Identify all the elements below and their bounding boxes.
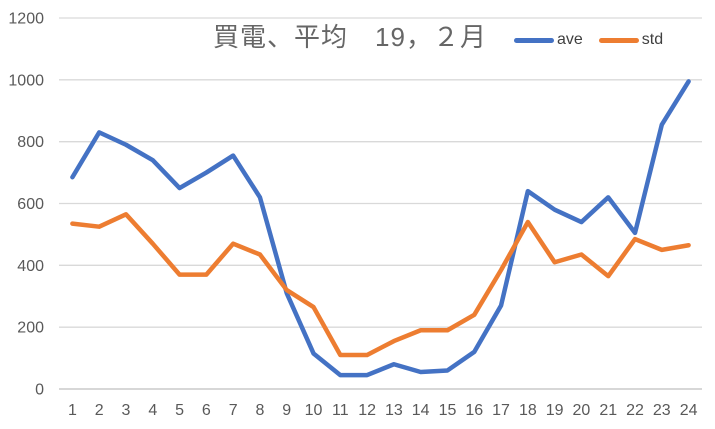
x-tick-label-19: 19: [546, 402, 564, 419]
legend: ave std: [514, 31, 663, 49]
legend-ave-swatch-icon: [514, 37, 554, 43]
y-tick-label-1200: 1200: [8, 11, 44, 28]
y-tick-label-200: 200: [17, 320, 44, 337]
x-tick-label-6: 6: [202, 402, 211, 419]
x-tick-label-2: 2: [95, 402, 104, 419]
x-tick-label-14: 14: [412, 402, 430, 419]
x-tick-label-12: 12: [358, 402, 376, 419]
x-tick-label-11: 11: [332, 402, 349, 419]
x-tick-label-9: 9: [282, 402, 291, 419]
x-tick-label-23: 23: [653, 402, 671, 419]
y-tick-label-800: 800: [17, 134, 44, 151]
x-tick-label-24: 24: [680, 402, 698, 419]
legend-std-swatch-icon: [598, 37, 639, 43]
x-tick-label-18: 18: [519, 402, 537, 419]
series-line-ave: [70, 79, 691, 378]
chart-title: 買電、平均 19，２月: [213, 22, 487, 52]
y-tick-label-1000: 1000: [8, 72, 44, 89]
x-tick-label-16: 16: [465, 402, 483, 419]
x-tick-label-13: 13: [385, 402, 403, 419]
x-tick-label-4: 4: [148, 402, 157, 419]
x-tick-label-15: 15: [439, 402, 457, 419]
x-tick-label-5: 5: [175, 402, 184, 419]
x-tick-label-8: 8: [255, 402, 264, 419]
legend-std-label: std: [641, 31, 664, 48]
x-tick-label-10: 10: [305, 402, 323, 419]
x-tick-label-1: 1: [68, 402, 77, 419]
legend-ave-label: ave: [557, 31, 583, 48]
x-tick-label-20: 20: [573, 402, 591, 419]
y-tick-label-0: 0: [35, 382, 44, 399]
x-tick-label-7: 7: [229, 402, 238, 419]
y-tick-label-400: 400: [17, 258, 44, 275]
x-tick-label-17: 17: [492, 402, 510, 419]
x-tick-label-3: 3: [122, 402, 131, 419]
series-line-std: [70, 212, 691, 358]
y-tick-label-600: 600: [17, 196, 44, 213]
x-tick-label-22: 22: [626, 402, 644, 419]
x-tick-label-21: 21: [599, 402, 617, 419]
